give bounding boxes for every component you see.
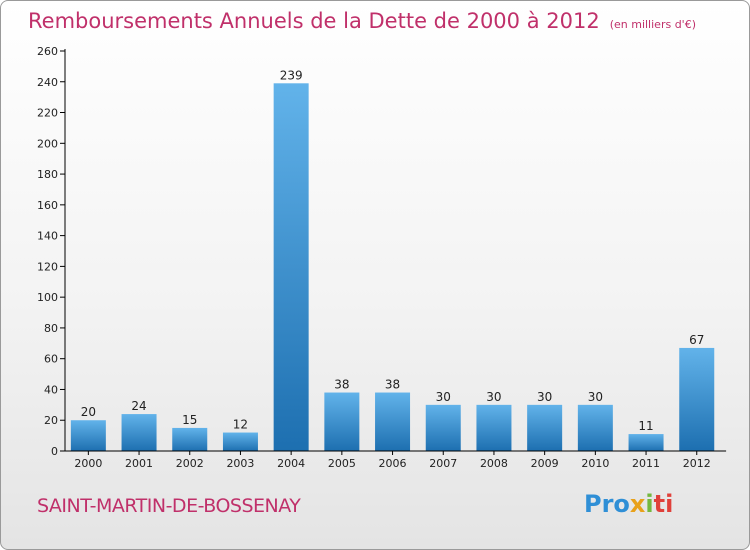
bar-value-label: 67 bbox=[689, 333, 704, 347]
y-tick-label: 80 bbox=[44, 322, 58, 335]
y-tick-label: 60 bbox=[44, 353, 58, 366]
bar bbox=[527, 404, 563, 451]
bar-value-label: 30 bbox=[486, 390, 501, 404]
y-tick-label: 220 bbox=[37, 107, 58, 120]
x-tick-label: 2004 bbox=[277, 457, 305, 470]
bar-value-label: 15 bbox=[182, 413, 197, 427]
bar-value-label: 20 bbox=[81, 405, 96, 419]
y-tick-label: 120 bbox=[37, 260, 58, 273]
y-tick-label: 200 bbox=[37, 137, 58, 150]
y-tick-label: 20 bbox=[44, 414, 58, 427]
bar bbox=[425, 404, 461, 451]
x-tick-label: 2010 bbox=[581, 457, 609, 470]
bar-value-label: 38 bbox=[385, 378, 400, 392]
logo-part-2: x bbox=[629, 490, 646, 518]
bar bbox=[70, 420, 106, 451]
bar bbox=[121, 414, 157, 451]
chart-title: Remboursements Annuels de la Dette de 20… bbox=[28, 9, 696, 33]
logo-part-1: Pro bbox=[584, 490, 630, 518]
y-tick-label: 0 bbox=[51, 445, 58, 458]
y-tick-label: 160 bbox=[37, 199, 58, 212]
bar bbox=[222, 432, 258, 451]
bar-value-label: 38 bbox=[334, 378, 349, 392]
chart-subtitle: (en milliers d'€) bbox=[609, 18, 696, 31]
x-tick-label: 2005 bbox=[328, 457, 356, 470]
y-axis: 0 20 40 60 80 100 120 140 160 180 200 220 240 260 bbox=[37, 45, 66, 458]
x-tick-label: 2002 bbox=[176, 457, 204, 470]
bar bbox=[628, 434, 664, 451]
x-tick-label: 2006 bbox=[379, 457, 407, 470]
bar bbox=[172, 427, 208, 451]
bar-value-label: 30 bbox=[436, 390, 451, 404]
y-tick-label: 140 bbox=[37, 230, 58, 243]
x-tick-label: 2012 bbox=[683, 457, 711, 470]
x-tick-label: 2011 bbox=[632, 457, 660, 470]
bar bbox=[375, 392, 411, 451]
bar bbox=[273, 83, 309, 452]
commune-name: SAINT-MARTIN-DE-BOSSENAY bbox=[37, 495, 301, 517]
y-tick-label: 40 bbox=[44, 383, 58, 396]
x-axis: 2000 2001 2002 2003 2004 2005 2006 2007 2008 2009… bbox=[65, 450, 727, 470]
bar-value-label: 12 bbox=[233, 418, 248, 432]
bar-value-label: 24 bbox=[131, 399, 146, 413]
x-tick-label: 2001 bbox=[125, 457, 153, 470]
x-tick-label: 2007 bbox=[429, 457, 457, 470]
bars: 20 24 15 12 239 38 38 30 30 30 30 11 67 bbox=[70, 68, 715, 452]
bar bbox=[324, 392, 360, 451]
logo-part-3: i bbox=[645, 490, 654, 518]
y-tick-label: 180 bbox=[37, 168, 58, 181]
bar bbox=[476, 404, 512, 451]
proxiti-logo[interactable]: Proxiti bbox=[584, 490, 673, 518]
bar-value-label: 239 bbox=[280, 68, 303, 82]
x-tick-label: 2003 bbox=[226, 457, 254, 470]
y-tick-label: 100 bbox=[37, 291, 58, 304]
bar bbox=[679, 347, 715, 451]
chart-title-text: Remboursements Annuels de la Dette de 20… bbox=[28, 9, 600, 33]
bar-value-label: 30 bbox=[537, 390, 552, 404]
bar-value-label: 30 bbox=[588, 390, 603, 404]
y-tick-label: 240 bbox=[37, 76, 58, 89]
x-tick-label: 2009 bbox=[531, 457, 559, 470]
logo-part-4: ti bbox=[653, 490, 674, 518]
bar bbox=[577, 404, 613, 451]
bar-value-label: 11 bbox=[638, 419, 653, 433]
x-tick-label: 2000 bbox=[74, 457, 102, 470]
x-tick-label: 2008 bbox=[480, 457, 508, 470]
y-tick-label: 260 bbox=[37, 45, 58, 58]
